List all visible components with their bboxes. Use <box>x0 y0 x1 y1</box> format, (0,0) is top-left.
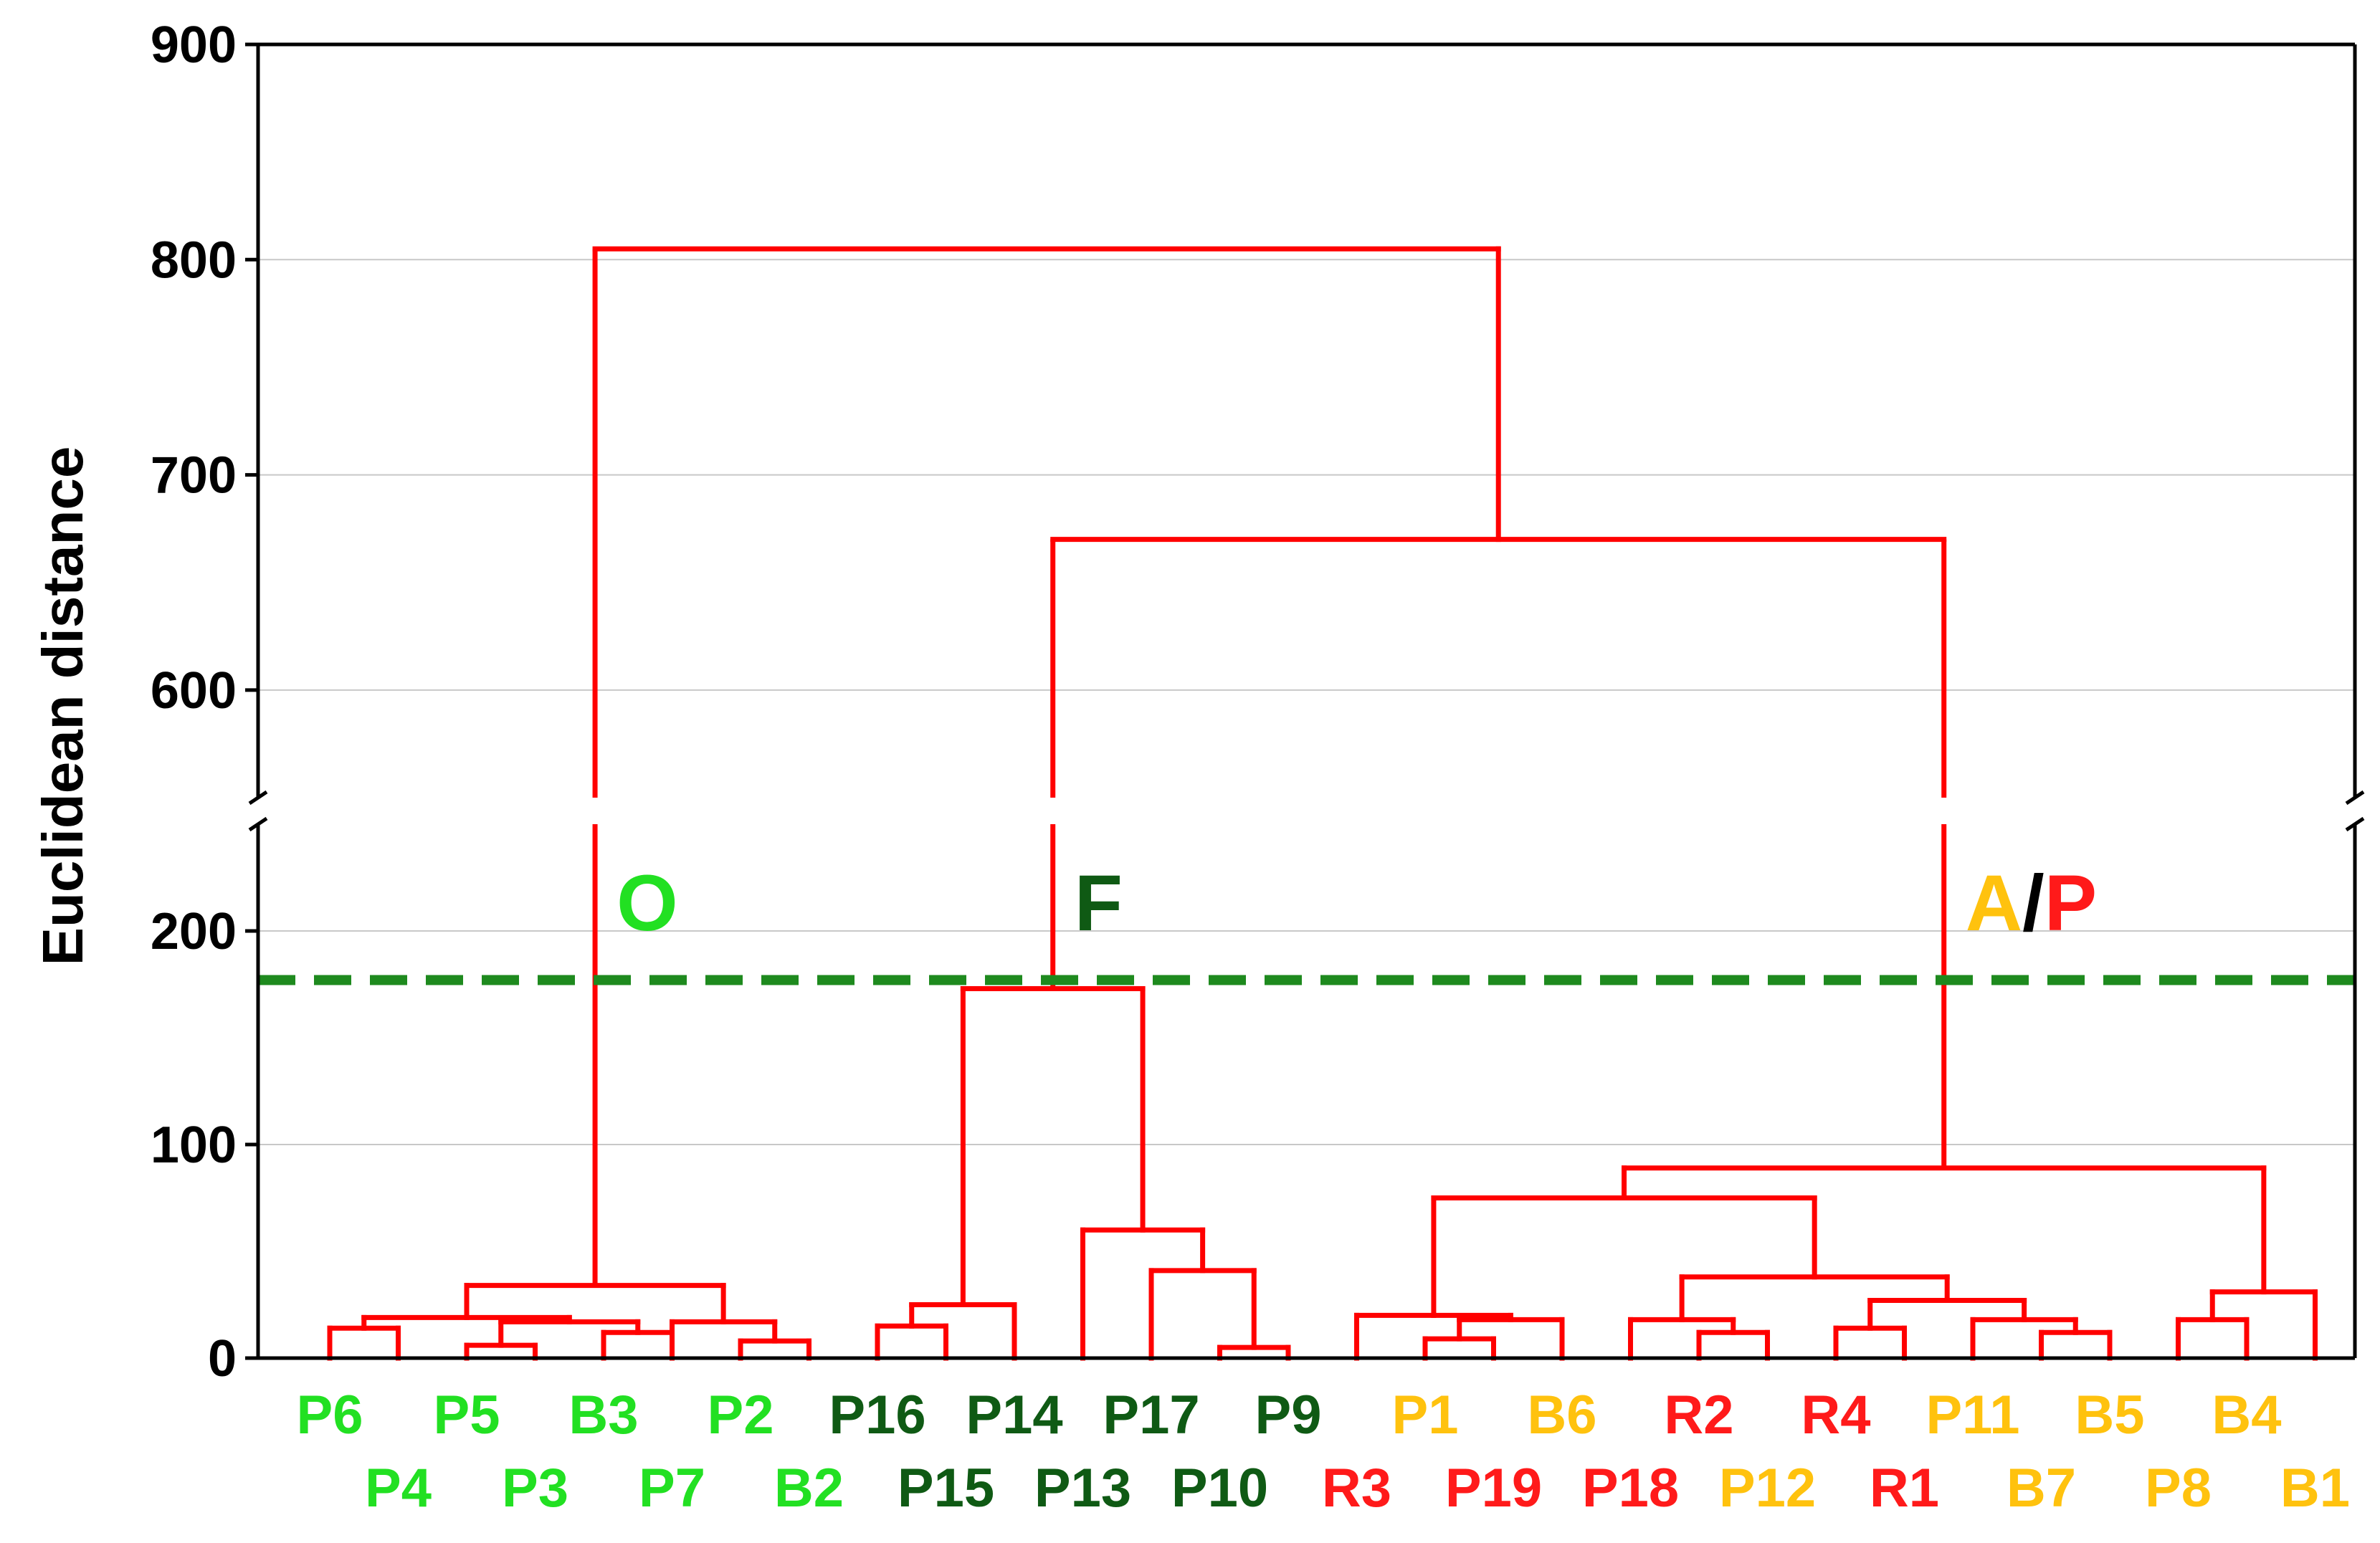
y-tick-label: 600 <box>151 662 237 720</box>
merge-n16 <box>1696 1329 1770 1361</box>
leaf-label: B3 <box>568 1385 638 1446</box>
leaf-label: R4 <box>1801 1385 1870 1446</box>
leaf-label: P3 <box>502 1458 568 1519</box>
leaf-label: P12 <box>1719 1458 1816 1519</box>
leaf-label: P6 <box>297 1385 363 1446</box>
merge-n20 <box>1970 1317 2078 1361</box>
merge-n17 <box>1628 1317 1736 1361</box>
y-tick-label: 100 <box>151 1117 237 1174</box>
merge-n23 <box>1431 1195 1817 1318</box>
leaf-label: P11 <box>1926 1385 2019 1446</box>
leaf-label: P14 <box>966 1385 1062 1446</box>
leaf-label: B6 <box>1527 1385 1596 1446</box>
leaf-label: R2 <box>1664 1385 1733 1446</box>
merge-n9 <box>909 1302 1017 1361</box>
merge-AP <box>1622 1165 2267 1295</box>
merge-n18 <box>1833 1325 1907 1361</box>
y-tick-label: 900 <box>151 16 237 74</box>
cluster-label-part: F <box>1075 859 1123 947</box>
leaf-label: P2 <box>708 1385 774 1446</box>
dendrogram-links <box>327 246 2318 1361</box>
leaf-label: R3 <box>1322 1458 1391 1519</box>
leaf-label: P17 <box>1103 1385 1199 1446</box>
merge-n24 <box>2176 1317 2250 1361</box>
leaf-label: P8 <box>2145 1458 2212 1519</box>
leaf-label: B5 <box>2075 1385 2144 1446</box>
merge-FAP <box>1050 537 1947 1168</box>
leaf-label: P16 <box>829 1385 925 1446</box>
axis-break-mark <box>248 790 268 806</box>
leaf-label: B2 <box>774 1458 844 1519</box>
y-tick-label: 200 <box>151 903 237 960</box>
axis-break-mark <box>2345 790 2365 806</box>
cluster-label: A/P <box>1966 859 2097 947</box>
merge-F <box>960 985 1146 1307</box>
leaf-label: P7 <box>639 1458 705 1519</box>
y-tick-label: 0 <box>208 1330 237 1387</box>
merge-n12 <box>1080 1227 1206 1361</box>
merge-root <box>592 246 1501 1286</box>
cluster-labels: O F A/P <box>617 859 2097 947</box>
grid-lines <box>258 259 2355 1145</box>
leaf-labels: P6P4P5P3B3P7P2B2P16P15P14P13P17P10P9R3P1… <box>297 1385 2351 1519</box>
cluster-label-part: P <box>2045 859 2097 947</box>
leaf-label: P13 <box>1034 1458 1131 1519</box>
leaf-label: P19 <box>1445 1458 1542 1519</box>
merge-n19 <box>2039 1329 2113 1361</box>
y-axis-title: Euclidean distance <box>31 446 95 966</box>
leaf-label: P9 <box>1255 1385 1322 1446</box>
leaf-label: P18 <box>1582 1458 1679 1519</box>
merge-n25 <box>2209 1289 2318 1361</box>
leaf-label: P15 <box>898 1458 994 1519</box>
cluster-label: F <box>1075 859 1123 947</box>
leaf-label: B7 <box>2007 1458 2076 1519</box>
y-tick-label: 700 <box>151 447 237 505</box>
leaf-label: B4 <box>2212 1385 2281 1446</box>
axis-break-mark <box>248 816 268 832</box>
leaf-label: P4 <box>365 1458 432 1519</box>
merge-n21 <box>1867 1298 2027 1331</box>
plot-frame <box>245 42 2365 1360</box>
leaf-label: P1 <box>1392 1385 1459 1446</box>
merge-n3 <box>601 1329 675 1361</box>
cluster-label-part: / <box>2022 859 2045 947</box>
y-tick-labels: 0 100 200 600 700 800 900 <box>151 16 237 1387</box>
merge-n8 <box>875 1323 948 1361</box>
cluster-label-part: O <box>617 859 678 947</box>
axis-break-mark <box>2345 816 2365 832</box>
merge-n13 <box>1422 1336 1496 1361</box>
merge-n6 <box>738 1338 811 1361</box>
leaf-label: P5 <box>434 1385 500 1446</box>
cluster-label: O <box>617 859 678 947</box>
leaf-label: B1 <box>2280 1458 2350 1519</box>
merge-n1 <box>327 1325 401 1361</box>
leaf-label: P10 <box>1171 1458 1268 1519</box>
y-tick-label: 800 <box>151 231 237 289</box>
leaf-label: R1 <box>1870 1458 1939 1519</box>
cluster-label-part: A <box>1966 859 2022 947</box>
